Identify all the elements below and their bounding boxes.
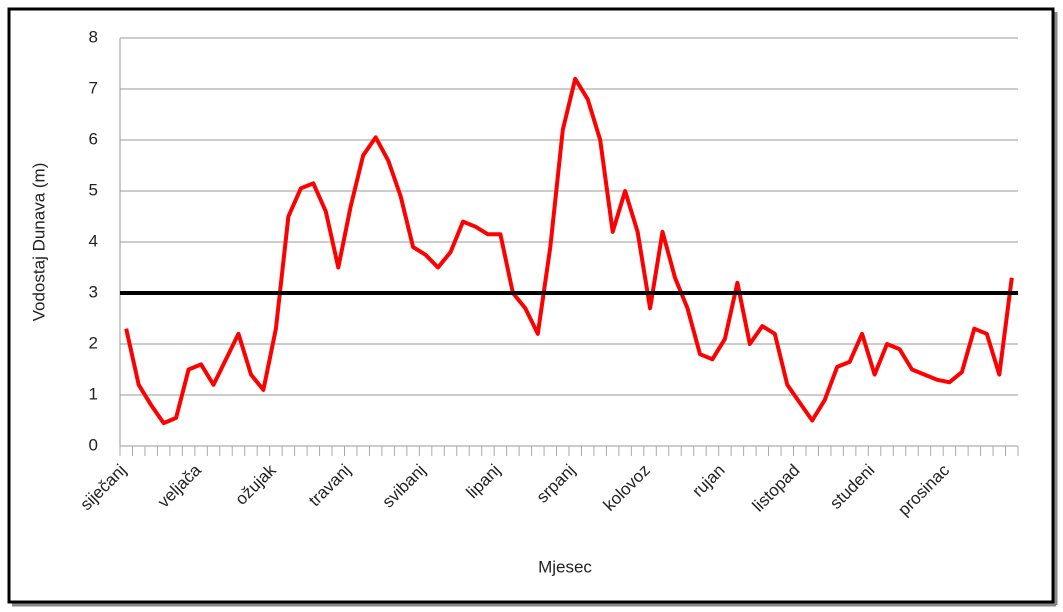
- y-tick-label: 5: [89, 180, 98, 199]
- data-line: [124, 76, 1014, 426]
- y-tick-label: 6: [89, 129, 98, 148]
- y-tick-label: 7: [89, 78, 98, 97]
- y-tick-label: 4: [89, 231, 98, 250]
- y-axis-title: Vodostaj Dunava (m): [29, 163, 48, 322]
- y-tick-label: 8: [89, 27, 98, 46]
- x-axis-title: Mjesec: [538, 557, 592, 576]
- y-tick-label: 0: [89, 435, 98, 454]
- y-tick-label: 1: [89, 384, 98, 403]
- y-tick-label: 3: [89, 282, 98, 301]
- frame: [7, 7, 1055, 604]
- y-tick-label: 2: [89, 333, 98, 352]
